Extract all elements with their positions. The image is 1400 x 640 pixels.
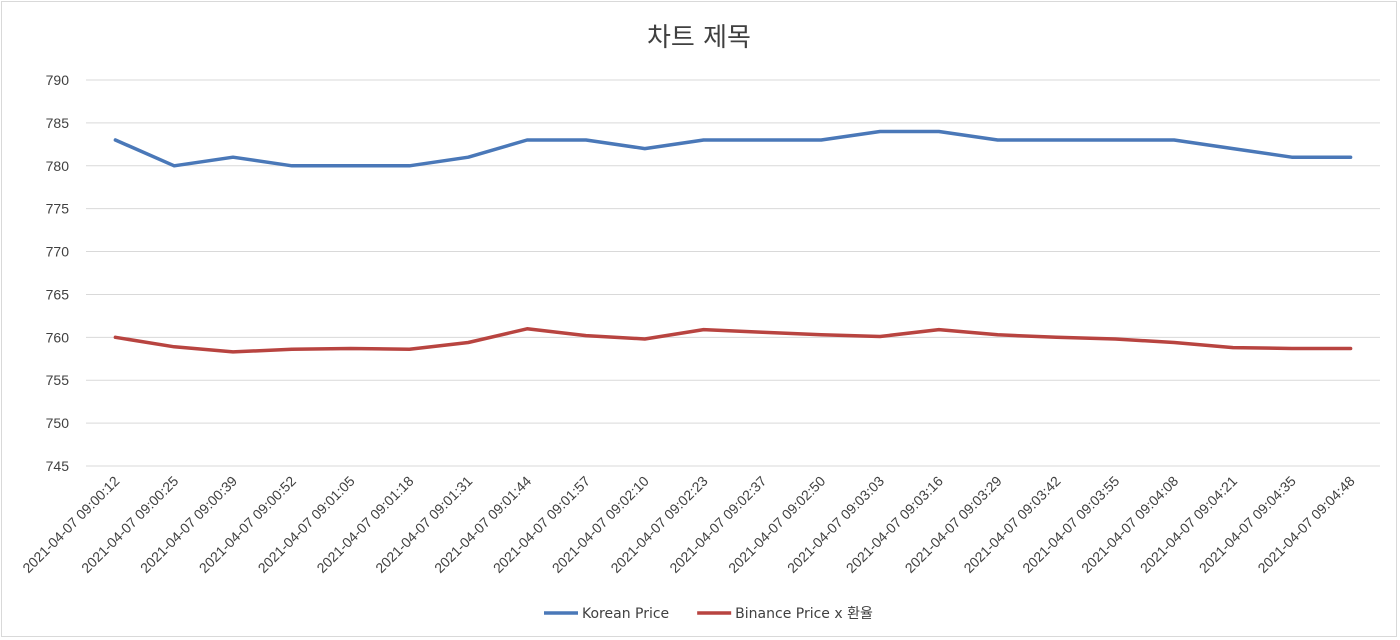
y-tick-label: 745 (46, 458, 70, 474)
series-line-2 (113, 327, 1353, 354)
y-tick-label: 765 (46, 286, 70, 302)
x-tick-label: 2021-04-07 09:02:23 (607, 473, 710, 576)
y-tick-label: 755 (46, 372, 70, 388)
y-tick-label: 775 (46, 201, 70, 217)
chart-title: 차트 제목 (647, 23, 751, 53)
y-tick-label: 770 (46, 244, 70, 260)
x-tick-label: 2021-04-07 09:04:48 (1254, 473, 1357, 576)
series-line-1 (113, 129, 1353, 168)
x-tick-label: 2021-04-07 09:04:08 (1078, 473, 1181, 576)
series-lines (113, 129, 1353, 354)
gridlines (86, 79, 1380, 467)
x-tick-label: 2021-04-07 09:02:10 (549, 473, 652, 576)
x-tick-label: 2021-04-07 09:03:42 (960, 473, 1063, 576)
x-tick-label: 2021-04-07 09:04:21 (1137, 473, 1240, 576)
x-tick-label: 2021-04-07 09:01:18 (313, 473, 416, 576)
x-tick-label: 2021-04-07 09:00:52 (196, 473, 299, 576)
x-tick-label: 2021-04-07 09:03:16 (843, 473, 946, 576)
x-tick-label: 2021-04-07 09:00:39 (137, 473, 240, 576)
x-tick-label: 2021-04-07 09:03:03 (784, 473, 887, 576)
x-tick-label: 2021-04-07 09:01:44 (431, 473, 534, 576)
y-axis-tick-labels: 745 750 755 760 765 770 775 780 785 790 (46, 72, 70, 474)
x-tick-label: 2021-04-07 09:01:31 (372, 473, 475, 576)
x-tick-label: 2021-04-07 09:01:05 (255, 473, 358, 576)
x-tick-label: 2021-04-07 09:02:37 (666, 473, 769, 576)
x-tick-label: 2021-04-07 09:03:29 (902, 473, 1005, 576)
x-tick-label: 2021-04-07 09:04:35 (1196, 473, 1299, 576)
y-tick-label: 790 (46, 72, 70, 88)
x-tick-label: 2021-04-07 09:02:50 (725, 473, 828, 576)
legend: Korean Price Binance Price x 환율 (544, 606, 873, 622)
legend-label-2: Binance Price x 환율 (735, 606, 873, 622)
y-tick-label: 785 (46, 115, 70, 131)
x-tick-label: 2021-04-07 09:01:57 (490, 473, 593, 576)
x-tick-label: 2021-04-07 09:00:25 (78, 473, 181, 576)
y-tick-label: 750 (46, 415, 70, 431)
legend-label-1: Korean Price (582, 606, 669, 622)
y-tick-label: 760 (46, 329, 70, 345)
y-tick-label: 780 (46, 158, 70, 174)
x-tick-label: 2021-04-07 09:03:55 (1019, 473, 1122, 576)
x-tick-label: 2021-04-07 09:00:12 (19, 473, 122, 576)
